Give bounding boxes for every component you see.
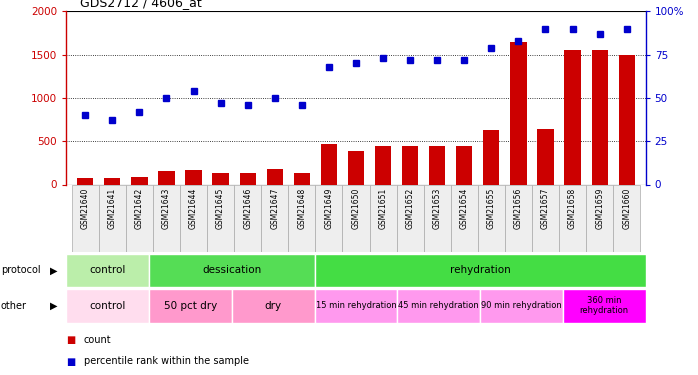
Bar: [510, 42, 526, 184]
Bar: [456, 146, 473, 184]
Text: GSM21645: GSM21645: [216, 188, 225, 229]
Bar: [591, 50, 608, 184]
Text: count: count: [84, 334, 112, 345]
Text: GSM21659: GSM21659: [595, 188, 604, 229]
Bar: [72, 184, 99, 252]
Bar: [586, 184, 613, 252]
Text: GSM21652: GSM21652: [406, 188, 415, 229]
Text: protocol: protocol: [1, 266, 40, 275]
Bar: [288, 184, 315, 252]
Text: 50 pct dry: 50 pct dry: [164, 301, 217, 310]
Text: ■: ■: [66, 334, 75, 345]
Bar: [397, 289, 480, 322]
Bar: [180, 184, 207, 252]
Bar: [234, 184, 261, 252]
Bar: [563, 289, 646, 322]
Bar: [613, 184, 640, 252]
Bar: [505, 184, 532, 252]
Bar: [239, 173, 255, 184]
Text: GSM21640: GSM21640: [81, 188, 90, 229]
Text: GSM21642: GSM21642: [135, 188, 144, 229]
Text: GSM21647: GSM21647: [270, 188, 279, 229]
Bar: [424, 184, 451, 252]
Bar: [532, 184, 559, 252]
Bar: [321, 144, 337, 184]
Text: GSM21649: GSM21649: [325, 188, 334, 229]
Text: control: control: [89, 266, 126, 275]
Bar: [186, 170, 202, 184]
Text: dry: dry: [265, 301, 282, 310]
Bar: [126, 184, 153, 252]
Bar: [207, 184, 234, 252]
Bar: [212, 173, 229, 184]
Text: 15 min rehydration: 15 min rehydration: [315, 301, 396, 310]
Bar: [149, 289, 232, 322]
Text: GSM21641: GSM21641: [107, 188, 117, 229]
Bar: [99, 184, 126, 252]
Bar: [478, 184, 505, 252]
Text: dessication: dessication: [202, 266, 262, 275]
Text: GDS2712 / 4606_at: GDS2712 / 4606_at: [80, 0, 202, 9]
Bar: [565, 50, 581, 184]
Text: GSM21653: GSM21653: [433, 188, 442, 229]
Bar: [131, 177, 147, 184]
Bar: [66, 289, 149, 322]
Bar: [343, 184, 369, 252]
Text: GSM21648: GSM21648: [297, 188, 306, 229]
Text: GSM21644: GSM21644: [189, 188, 198, 229]
Bar: [348, 151, 364, 184]
Text: other: other: [1, 301, 27, 310]
Bar: [480, 289, 563, 322]
Bar: [402, 146, 418, 184]
Text: GSM21646: GSM21646: [243, 188, 252, 229]
Bar: [261, 184, 288, 252]
Text: ▶: ▶: [50, 301, 58, 310]
Bar: [396, 184, 424, 252]
Text: GSM21643: GSM21643: [162, 188, 171, 229]
Text: GSM21657: GSM21657: [541, 188, 550, 229]
Bar: [429, 146, 445, 184]
Text: GSM21656: GSM21656: [514, 188, 523, 229]
Bar: [315, 289, 397, 322]
Text: rehydration: rehydration: [450, 266, 510, 275]
Bar: [232, 289, 315, 322]
Text: 90 min rehydration: 90 min rehydration: [481, 301, 562, 310]
Bar: [315, 184, 343, 252]
Text: GSM21654: GSM21654: [460, 188, 469, 229]
Bar: [267, 170, 283, 184]
Bar: [559, 184, 586, 252]
Bar: [104, 178, 121, 184]
Text: ■: ■: [66, 357, 75, 366]
Bar: [618, 56, 634, 184]
Bar: [451, 184, 478, 252]
Text: 360 min
rehydration: 360 min rehydration: [580, 296, 629, 315]
Bar: [483, 130, 500, 184]
Text: GSM21658: GSM21658: [568, 188, 577, 229]
Bar: [369, 184, 396, 252]
Bar: [375, 146, 391, 184]
Text: control: control: [89, 301, 126, 310]
Bar: [158, 171, 174, 184]
Bar: [315, 254, 646, 287]
Text: 45 min rehydration: 45 min rehydration: [399, 301, 479, 310]
Text: percentile rank within the sample: percentile rank within the sample: [84, 357, 248, 366]
Text: GSM21651: GSM21651: [378, 188, 387, 229]
Text: GSM21660: GSM21660: [622, 188, 631, 229]
Text: GSM21655: GSM21655: [487, 188, 496, 229]
Bar: [149, 254, 315, 287]
Text: GSM21650: GSM21650: [352, 188, 360, 229]
Text: ▶: ▶: [50, 266, 58, 275]
Bar: [294, 173, 310, 184]
Bar: [66, 254, 149, 287]
Bar: [153, 184, 180, 252]
Bar: [77, 178, 94, 184]
Bar: [537, 129, 554, 184]
